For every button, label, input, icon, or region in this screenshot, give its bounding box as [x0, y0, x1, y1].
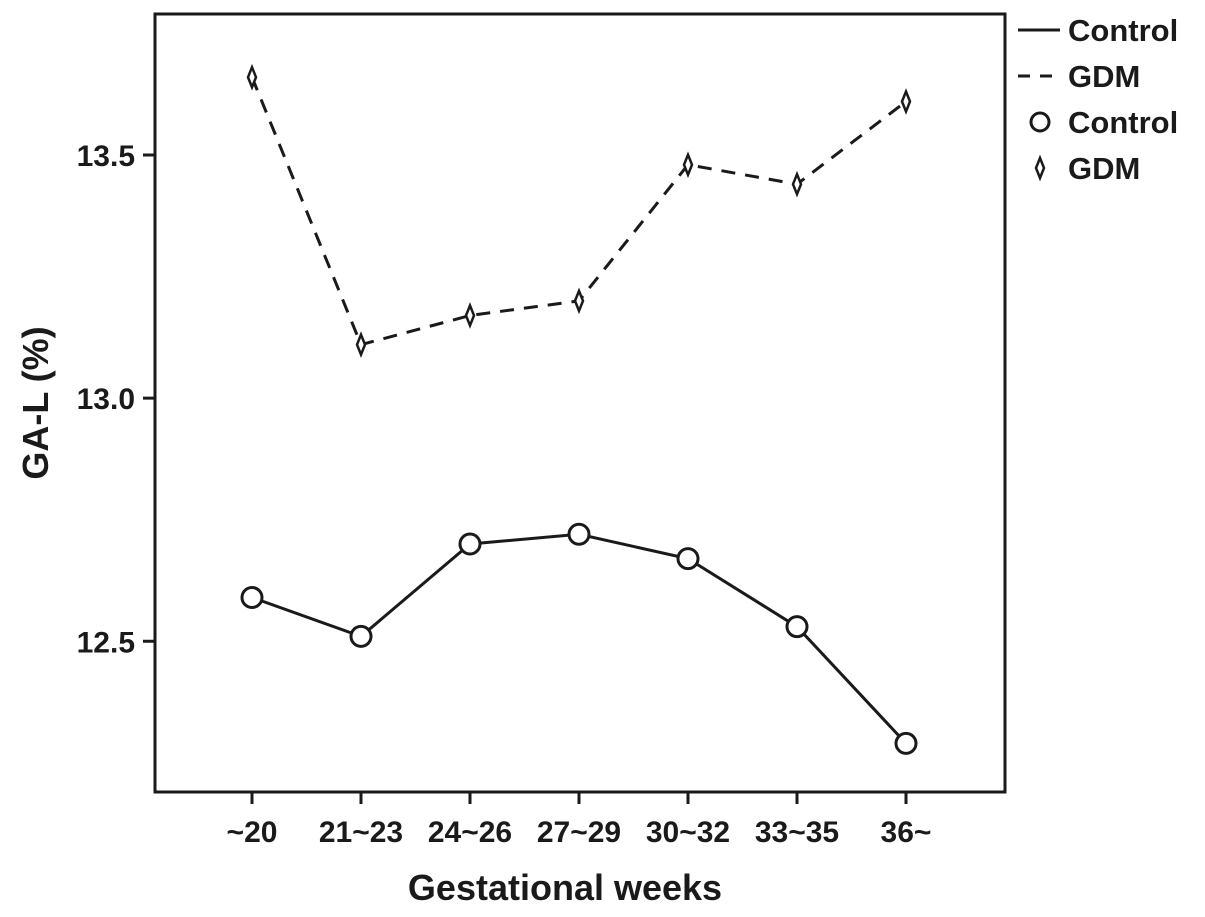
data-point-gdm [355, 331, 367, 359]
data-point-control [458, 532, 482, 556]
x-tick-label: 30~32 [646, 816, 730, 849]
data-point-gdm [900, 88, 912, 115]
x-axis-title: Gestational weeks [408, 867, 722, 908]
data-point-gdm [682, 151, 694, 179]
series-layer [240, 63, 918, 755]
y-tick-label: 13.0 [77, 383, 135, 416]
x-axis-ticks: ~20 21~23 24~26 27~29 30~32 33~35 36~ [227, 792, 932, 849]
y-axis-title: GA-L (%) [15, 326, 56, 479]
x-tick-label: 27~29 [537, 816, 621, 849]
data-point-control [785, 615, 809, 639]
x-tick-label: 21~23 [319, 816, 403, 849]
data-point-control [676, 547, 700, 571]
legend-label: Control [1068, 105, 1178, 140]
data-point-gdm [464, 302, 476, 329]
y-tick-label: 12.5 [77, 626, 135, 659]
y-axis-ticks: 12.5 13.0 13.5 [77, 140, 155, 659]
x-tick-label: ~20 [227, 816, 278, 849]
y-tick-label: 13.5 [77, 140, 135, 173]
legend-marker-swatch [1034, 154, 1046, 182]
x-tick-label: 36~ [881, 816, 932, 849]
legend-label: Control [1068, 13, 1178, 48]
data-point-control [567, 522, 591, 546]
x-tick-label: 24~26 [428, 816, 512, 849]
legend-label: GDM [1068, 151, 1140, 186]
legend-label: GDM [1068, 59, 1140, 94]
data-point-gdm [246, 63, 258, 91]
data-point-control [240, 586, 264, 609]
data-point-control [349, 624, 373, 648]
data-point-control [894, 731, 918, 755]
legend-marker-swatch [1029, 111, 1051, 133]
x-tick-label: 33~35 [755, 816, 839, 849]
data-point-gdm [791, 170, 803, 198]
legend: Control GDM Control GDM [1018, 13, 1178, 186]
data-point-gdm [573, 287, 585, 315]
plot-area-frame [153, 12, 1007, 794]
